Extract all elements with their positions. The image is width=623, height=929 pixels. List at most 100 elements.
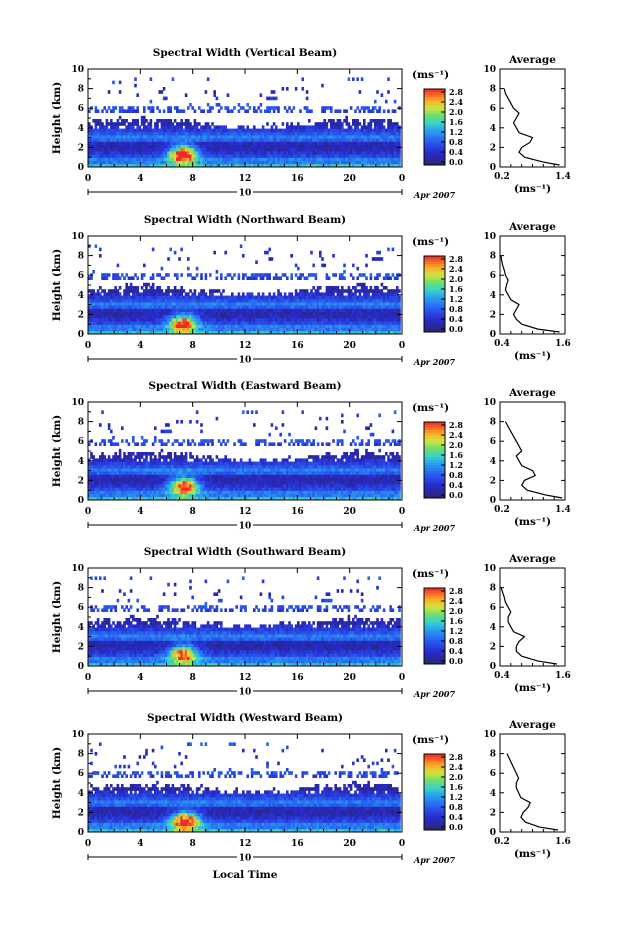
heatmap-cell [286,131,289,136]
heatmap-cell [198,318,201,322]
heatmap-cell [387,311,390,316]
colorbar-segment [424,258,445,262]
heatmap-cell [94,496,98,501]
heatmap-cell [189,308,192,312]
heatmap-cell [114,131,117,136]
heatmap-cell [116,276,120,280]
heatmap-cell [162,305,166,309]
heatmap-cell [222,135,225,139]
heatmap-cell [253,144,256,149]
heatmap-cell [297,128,300,133]
heatmap-cell [96,119,100,123]
heatmap-cell [211,295,214,300]
heatmap-cell [129,308,133,312]
heatmap-cell [288,128,291,133]
heatmap-cell [367,295,370,300]
heatmap-cell [299,154,302,158]
heatmap-cell [264,318,267,322]
heatmap-cell [305,311,309,316]
heatmap-cell [239,154,243,158]
heatmap-cell [211,298,214,303]
heatmap-cell [88,327,91,332]
heatmap-cell [385,144,388,149]
heatmap-cell [376,157,379,161]
heatmap-cell [250,160,254,165]
heatmap-cell [246,138,249,142]
heatmap-cell [308,119,311,123]
heatmap-cell [143,106,146,110]
heatmap-cell [228,147,232,152]
heatmap-cell [213,330,216,335]
heatmap-cell [376,131,379,136]
heatmap-cell [290,160,293,165]
heatmap-cell [220,151,223,155]
heatmap-cell [393,292,397,296]
heatmap-cell [187,154,190,158]
heatmap-cell [224,276,227,280]
heatmap-cell [116,496,120,501]
heatmap-cell [182,141,186,145]
heatmap-cell [116,157,120,161]
heatmap-cell [112,135,115,139]
heatmap-cell [312,160,315,165]
heatmap-cell [259,493,263,498]
heatmap-cell [316,321,320,325]
heatmap-cell [237,135,241,139]
heatmap-cell [101,128,104,133]
heatmap-cell [235,131,238,136]
heatmap-cell [132,311,135,316]
colorbar-segment [424,283,445,287]
heatmap-cell [303,151,307,155]
heatmap-cell [228,144,232,149]
heatmap-cell [101,135,104,139]
heatmap-cell [165,490,168,494]
heatmap-cell [246,318,249,322]
heatmap-cell [151,276,155,280]
heatmap-cell [182,327,186,332]
heatmap-cell [237,163,241,168]
heatmap-cell [321,490,324,494]
heatmap-cell [167,128,170,133]
heatmap-cell [217,103,221,107]
heatmap-cell [398,324,401,328]
heatmap-cell [200,308,203,312]
heatmap-cell [371,135,375,139]
heatmap-cell [167,327,170,332]
heatmap-cell [382,292,386,296]
heatmap-cell [299,128,302,133]
heatmap-cell [149,122,153,126]
heatmap-cell [169,144,172,149]
heatmap-cell [393,131,397,136]
heatmap-cell [107,90,111,94]
heatmap-cell [217,490,221,494]
heatmap-cell [371,324,375,328]
heatmap-cell [308,154,311,158]
heatmap-cell [138,292,142,296]
heatmap-cell [202,314,205,319]
heatmap-cell [242,327,245,332]
heatmap-cell [264,163,267,168]
heatmap-cell [189,273,192,277]
heatmap-cell [310,308,313,312]
heatmap-cell [198,163,201,168]
heatmap-cell [264,493,267,498]
heatmap-cell [297,122,300,126]
x-tick-label: 8 [190,174,196,184]
heatmap-cell [136,295,139,300]
heatmap-cell [160,276,164,280]
average-title: Average [508,54,556,66]
heatmap-cell [176,163,179,168]
heatmap-cell [264,160,267,165]
heatmap-cell [213,318,216,322]
heatmap-cell [94,131,98,136]
heatmap-cell [121,321,124,325]
heatmap-cell [132,131,135,136]
heatmap-cell [253,135,256,139]
heatmap-cell [129,282,133,287]
heatmap-cell [138,305,142,309]
heatmap-cell [162,96,166,101]
heatmap-cell [147,135,150,139]
heatmap-cell [154,305,157,309]
heatmap-cell [248,305,252,309]
heatmap-cell [167,490,170,494]
